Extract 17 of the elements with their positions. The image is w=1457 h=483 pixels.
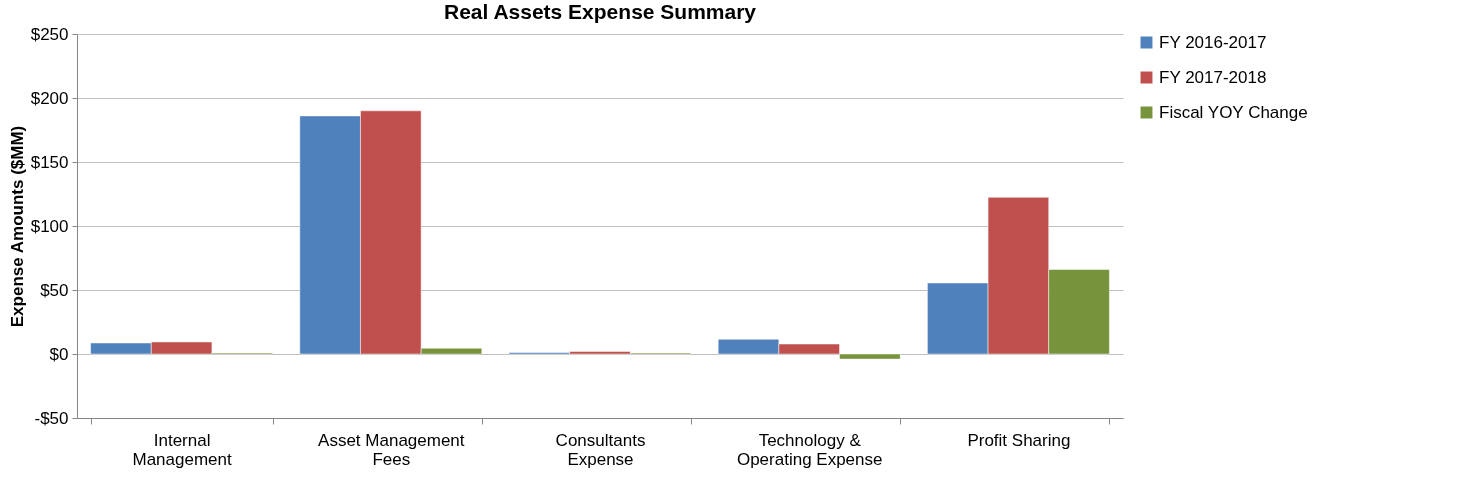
legend-label: FY 2016-2017	[1159, 32, 1267, 52]
y-tick-label: $150	[30, 152, 69, 172]
y-tick-label: $250	[30, 24, 69, 44]
x-tick-label: Technology & Operating Expense	[736, 430, 883, 469]
y-tick-label: $50	[40, 280, 69, 300]
y-tick-label: $100	[30, 216, 69, 236]
legend-label: FY 2017-2018	[1159, 67, 1267, 87]
x-tick-label: Internal Management	[132, 430, 232, 469]
y-tick-label: $200	[30, 88, 69, 108]
x-tick-label: Asset Management Fees	[318, 430, 465, 469]
x-tick-label: Consultants Expense	[555, 430, 646, 469]
y-tick-label: -$50	[34, 408, 69, 428]
legend-label: Fiscal YOY Change	[1159, 102, 1308, 122]
y-axis-title: Expense Amounts ($MM)	[7, 125, 27, 328]
chart-title: Real Assets Expense Summary	[443, 0, 757, 23]
y-tick-label: $0	[49, 344, 69, 364]
x-tick-label: Profit Sharing	[967, 430, 1071, 450]
